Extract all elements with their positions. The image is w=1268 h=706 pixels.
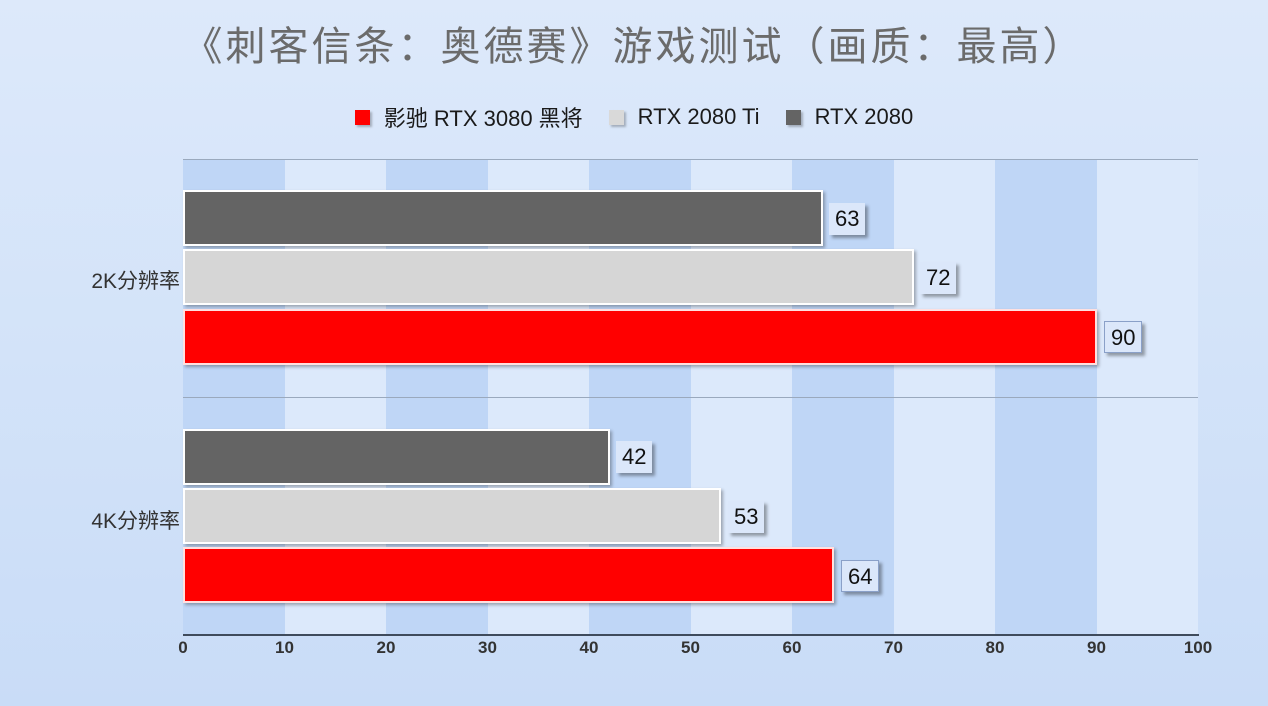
legend-item-rtx2080: RTX 2080 — [785, 104, 914, 130]
legend-label: RTX 2080 — [814, 104, 914, 129]
bar-4k-rtx2080ti — [183, 488, 721, 544]
x-tick-label: 90 — [1087, 638, 1106, 657]
x-tick-label: 50 — [681, 638, 700, 657]
x-tick-label: 60 — [782, 638, 802, 657]
legend-swatch-red — [354, 109, 370, 125]
bar-4k-rtx3080 — [183, 547, 834, 603]
data-label: 53 — [728, 501, 765, 533]
legend-label: RTX 2080 Ti — [637, 104, 760, 129]
data-label: 63 — [829, 203, 866, 235]
category-divider — [183, 397, 1198, 398]
legend-item-rtx2080ti: RTX 2080 Ti — [608, 104, 760, 130]
x-tick-label: 30 — [478, 638, 497, 657]
x-axis-line — [183, 634, 1199, 636]
legend-item-rtx3080: 影驰 RTX 3080 黑将 — [354, 101, 583, 133]
legend-label: 影驰 RTX 3080 黑将 — [383, 106, 583, 131]
x-tick-label: 70 — [884, 638, 903, 657]
legend: 影驰 RTX 3080 黑将 RTX 2080 Ti RTX 2080 — [0, 101, 1268, 133]
x-tick-label: 40 — [579, 638, 599, 657]
top-gridline — [183, 159, 1198, 160]
data-label: 90 — [1104, 321, 1143, 353]
bar-2k-rtx3080 — [183, 309, 1097, 365]
x-tick-label: 20 — [376, 638, 396, 657]
legend-swatch-darkgray — [785, 109, 801, 125]
bar-2k-rtx2080ti — [183, 249, 914, 305]
chart-title: 《刺客信条：奥德赛》游戏测试（画质：最高） — [182, 24, 1086, 70]
bar-4k-rtx2080 — [183, 429, 610, 485]
category-label-2k: 2K分辨率 — [91, 270, 180, 293]
x-tick-label: 0 — [178, 638, 188, 657]
data-label: 42 — [616, 441, 653, 473]
data-label: 64 — [841, 560, 880, 592]
x-tick-label: 10 — [275, 638, 294, 657]
bar-2k-rtx2080 — [183, 190, 823, 246]
data-label: 72 — [920, 262, 957, 294]
x-tick-label: 100 — [1183, 638, 1213, 657]
x-tick-label: 80 — [985, 638, 1005, 657]
legend-swatch-lightgray — [608, 109, 624, 125]
category-label-4k: 4K分辨率 — [91, 510, 180, 533]
